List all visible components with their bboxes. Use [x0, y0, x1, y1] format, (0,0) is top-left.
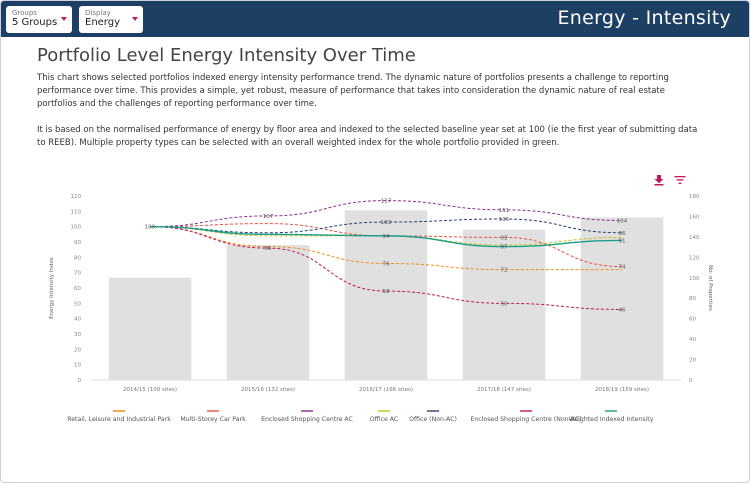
data-label: 86 — [265, 246, 272, 252]
data-label: 76 — [383, 261, 390, 267]
y-right-tick-label: 80 — [689, 296, 696, 302]
y-left-tick-label: 80 — [74, 255, 81, 261]
chevron-down-icon — [61, 17, 67, 21]
methodology-paragraph: It is based on the normalised performanc… — [37, 125, 698, 148]
series-line — [149, 225, 623, 248]
y-left-axis-title: Energy Intensity Index — [49, 256, 55, 319]
data-label: 58 — [383, 289, 390, 295]
y-right-tick-label: 180 — [689, 194, 700, 200]
data-label: 111 — [499, 208, 510, 214]
x-tick-label: 2018/19 (159 sites) — [595, 387, 649, 393]
y-left-tick-label: 10 — [74, 363, 81, 369]
y-left-tick-label: 50 — [74, 301, 81, 307]
data-label: 72 — [501, 268, 508, 274]
filter-icon[interactable] — [674, 171, 686, 184]
legend-item-label: Office (Non-AC) — [409, 416, 457, 423]
y-left-tick-label: 120 — [71, 194, 82, 200]
series-line — [149, 200, 623, 228]
groups-dropdown-value: 5 Groups — [12, 17, 58, 28]
data-label: 91 — [619, 238, 626, 244]
description-paragraph: This chart shows selected portfolios ind… — [37, 73, 669, 109]
page-title: Energy - Intensity — [557, 7, 731, 29]
legend-item-label: Multi-Storey Car Park — [180, 416, 246, 423]
data-label: 46 — [619, 307, 626, 313]
download-icon[interactable] — [653, 171, 665, 186]
top-bar: Groups 5 Groups Display Energy Energy - … — [1, 1, 749, 37]
y-right-tick-label: 0 — [689, 378, 693, 384]
y-left-tick-label: 90 — [74, 240, 81, 246]
y-right-tick-label: 40 — [689, 337, 696, 343]
y-right-tick-label: 100 — [689, 276, 700, 282]
property-count-bar — [580, 217, 664, 380]
energy-intensity-chart: 0 10 20 30 40 50 60 70 80 90 100 110 120 0 20 40 60 80 100… — [49, 194, 713, 423]
series-line — [149, 226, 622, 271]
property-count-bar — [226, 245, 310, 380]
legend-item-label: Office AC — [370, 416, 398, 423]
y-right-axis-title: No. of Properties — [707, 265, 713, 311]
data-label: 117 — [381, 199, 392, 205]
legend-item-label: Weighted Indexed Intensity — [569, 416, 654, 423]
series-line — [149, 218, 623, 234]
y-left-tick-label: 30 — [74, 332, 81, 338]
data-label: 104 — [617, 219, 628, 225]
data-label: 94 — [383, 234, 390, 240]
property-count-bar — [108, 277, 192, 380]
data-label: 93 — [501, 235, 508, 241]
display-dropdown-value: Energy — [85, 17, 121, 28]
y-left-tick-label: 100 — [71, 225, 82, 231]
y-right-tick-label: 60 — [689, 317, 696, 323]
data-label: 100 — [145, 225, 156, 231]
x-tick-label: 2017/18 (147 sites) — [477, 387, 531, 393]
data-label: 107 — [263, 214, 274, 220]
x-tick-label: 2016/17 (166 sites) — [359, 387, 413, 393]
data-label: 87 — [501, 245, 508, 251]
y-left-tick-label: 40 — [74, 317, 81, 323]
y-left-tick-label: 60 — [74, 286, 81, 292]
groups-dropdown[interactable]: Groups 5 Groups — [6, 6, 72, 33]
y-right-tick-label: 160 — [689, 214, 700, 220]
y-left-tick-label: 110 — [71, 209, 82, 215]
property-count-bar — [344, 210, 428, 380]
data-label: 105 — [499, 217, 510, 223]
x-tick-label: 2014/15 (100 sites) — [123, 387, 177, 393]
data-label: 74 — [619, 265, 626, 271]
y-left-tick-label: 0 — [78, 378, 82, 384]
legend-item-label: Enclosed Shopping Centre (Non-AC) — [470, 416, 581, 423]
display-dropdown[interactable]: Display Energy — [79, 6, 143, 33]
chevron-down-icon — [132, 17, 138, 21]
y-right-tick-label: 120 — [689, 255, 700, 261]
data-label: 96 — [619, 231, 626, 237]
y-left-tick-label: 70 — [74, 271, 81, 277]
data-label: 103 — [381, 220, 392, 226]
series-line — [149, 226, 623, 310]
x-tick-label: 2015/16 (132 sites) — [241, 387, 295, 393]
groups-dropdown-label: Groups — [12, 9, 37, 17]
y-right-tick-label: 140 — [689, 235, 700, 241]
legend-item-label: Retail, Leisure and Industrial Park — [67, 416, 171, 423]
y-right-tick-label: 20 — [689, 358, 696, 364]
data-label: 50 — [501, 301, 508, 307]
y-left-tick-label: 20 — [74, 347, 81, 353]
property-count-bar — [462, 229, 546, 380]
legend-item-label: Enclosed Shopping Centre AC — [261, 416, 353, 423]
display-dropdown-label: Display — [85, 9, 111, 17]
chart-title: Portfolio Level Energy Intensity Over Ti… — [37, 45, 416, 66]
